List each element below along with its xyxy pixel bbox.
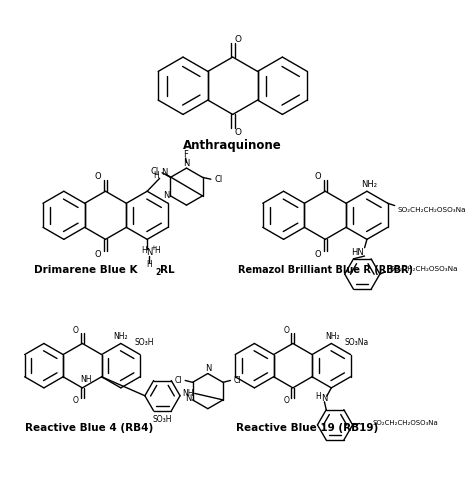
Text: NH₂: NH₂: [325, 332, 339, 342]
Text: Reactive Blue 19 (RB19): Reactive Blue 19 (RB19): [236, 423, 378, 433]
Text: Cl: Cl: [151, 168, 159, 176]
Text: H: H: [154, 246, 160, 254]
Text: H: H: [146, 260, 152, 270]
Text: SO₂CH₂CH₂OSO₃Na: SO₂CH₂CH₂OSO₃Na: [373, 420, 439, 426]
Text: O: O: [283, 326, 289, 335]
Text: NH: NH: [182, 389, 194, 398]
Text: 2: 2: [155, 268, 161, 276]
Text: O: O: [73, 326, 79, 335]
Text: Cl: Cl: [175, 376, 182, 384]
Text: SO₃Na: SO₃Na: [345, 338, 369, 347]
Text: NH₂: NH₂: [361, 180, 377, 190]
Text: N: N: [206, 364, 212, 374]
Text: O: O: [315, 250, 321, 258]
Text: NH₂: NH₂: [113, 332, 128, 341]
Text: N: N: [163, 192, 169, 200]
Text: N: N: [161, 168, 167, 177]
Text: O: O: [283, 396, 289, 406]
Text: N: N: [183, 159, 190, 168]
Text: O: O: [95, 172, 101, 181]
Text: O: O: [315, 172, 321, 181]
Text: O: O: [235, 128, 242, 136]
Text: O: O: [73, 396, 79, 406]
Text: H: H: [141, 246, 147, 254]
Text: SO₂CH₂CH₂OSO₃Na: SO₂CH₂CH₂OSO₃Na: [397, 206, 466, 212]
Text: F: F: [183, 150, 188, 158]
Text: Cl: Cl: [233, 376, 241, 384]
Text: Reactive Blue 4 (RB4): Reactive Blue 4 (RB4): [25, 423, 154, 433]
Text: N: N: [185, 394, 191, 404]
Text: H: H: [316, 392, 321, 400]
Text: O: O: [95, 250, 101, 258]
Text: SO₃H: SO₃H: [153, 415, 172, 424]
Text: Anthraquinone: Anthraquinone: [183, 140, 282, 152]
Text: SO₃H: SO₃H: [134, 338, 154, 347]
Text: Remazol Brilliant Blue R (RBBR): Remazol Brilliant Blue R (RBBR): [238, 265, 413, 275]
Text: O: O: [235, 35, 242, 44]
Text: N: N: [146, 248, 153, 257]
Text: +: +: [150, 244, 156, 250]
Text: NH: NH: [80, 374, 91, 384]
Text: RL: RL: [160, 265, 175, 275]
Text: Drimarene Blue K: Drimarene Blue K: [34, 265, 137, 275]
Text: Cl: Cl: [214, 175, 222, 184]
Text: SO₂CH₂CH₂OSO₃Na: SO₂CH₂CH₂OSO₃Na: [390, 266, 458, 272]
Text: H: H: [154, 170, 159, 179]
Text: N: N: [321, 394, 328, 404]
Text: HN: HN: [351, 248, 364, 257]
